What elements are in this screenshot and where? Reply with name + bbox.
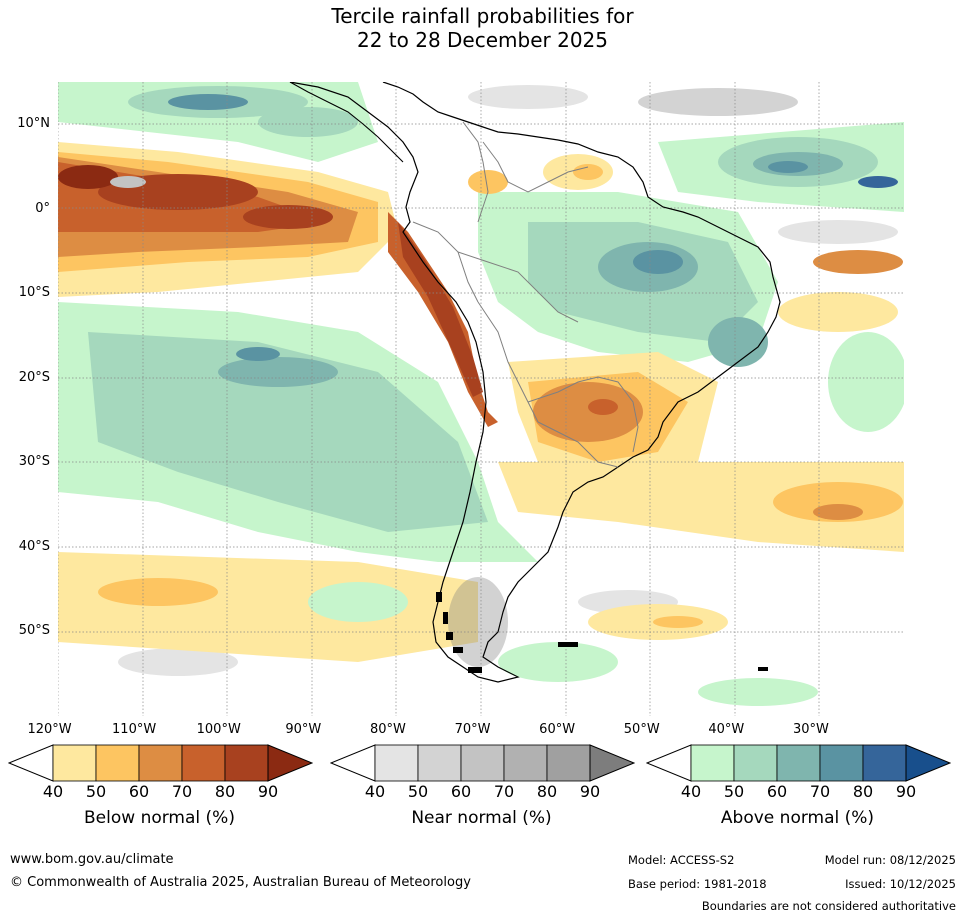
colorbar-tick-label: 60	[128, 782, 150, 801]
colorbar-segment	[374, 744, 419, 782]
longitude-label: 30°W	[792, 722, 829, 737]
colorbar	[646, 744, 951, 782]
colorbar-tick-label: 60	[450, 782, 472, 801]
longitude-label: 50°W	[623, 722, 660, 737]
latitude-label: 40°S	[18, 538, 50, 554]
colorbar-title: Above normal (%)	[720, 808, 875, 828]
model-text: Model: ACCESS-S2	[628, 853, 735, 867]
longitude-label: 90°W	[285, 722, 322, 737]
colorbar-tick-label: 70	[493, 782, 515, 801]
colorbar-title: Below normal (%)	[84, 808, 235, 828]
latitude-label: 20°S	[18, 369, 50, 385]
colorbar-tick-label: 40	[364, 782, 386, 801]
disclaimer-text: Boundaries are not considered authoritat…	[701, 899, 956, 913]
patagonia-islands	[436, 592, 768, 673]
colorbar-tick-label: 90	[579, 782, 601, 801]
colorbar	[8, 744, 313, 782]
colorbar-segment	[733, 744, 778, 782]
colorbar-tick-label: 40	[42, 782, 64, 801]
colorbar-segment	[862, 744, 907, 782]
colorbar-tick-label: 80	[536, 782, 558, 801]
colorbar-tick-label: 70	[809, 782, 831, 801]
colorbar-over-triangle	[267, 744, 313, 782]
colorbar-segment	[138, 744, 183, 782]
model-run-text: Model run: 08/12/2025	[824, 853, 956, 867]
colorbar-segment	[460, 744, 505, 782]
rainfall-probability-map	[58, 82, 904, 716]
probability-field	[58, 82, 904, 706]
longitude-label: 40°W	[708, 722, 745, 737]
colorbar-tick-label: 40	[680, 782, 702, 801]
colorbar-tick-label: 70	[171, 782, 193, 801]
colorbar-tick-label: 50	[407, 782, 429, 801]
colorbar-under-triangle	[646, 744, 692, 782]
base-period-text: Base period: 1981-2018	[628, 877, 767, 891]
longitude-label: 110°W	[112, 722, 157, 737]
colorbar-over-triangle	[589, 744, 635, 782]
colorbar-tick-label: 60	[766, 782, 788, 801]
longitude-label: 80°W	[369, 722, 406, 737]
latitude-label: 50°S	[18, 623, 50, 639]
colorbar-tick-label: 80	[852, 782, 874, 801]
colorbar-segment	[224, 744, 269, 782]
latitude-label: 0°	[35, 200, 50, 216]
longitude-label: 120°W	[27, 722, 72, 737]
colorbar-over-triangle	[905, 744, 951, 782]
colorbar-tick-label: 50	[723, 782, 745, 801]
colorbar-tick-label: 50	[85, 782, 107, 801]
title-line-1: Tercile rainfall probabilities for	[331, 4, 634, 28]
colorbar-segment	[95, 744, 140, 782]
colorbar-under-triangle	[330, 744, 376, 782]
colorbar	[330, 744, 635, 782]
colorbar-segment	[181, 744, 226, 782]
longitude-label: 60°W	[539, 722, 576, 737]
colorbar-title: Near normal (%)	[411, 808, 552, 828]
colorbar-tick-label: 80	[214, 782, 236, 801]
colorbar-tick-label: 90	[895, 782, 917, 801]
south-america-coastline	[289, 82, 781, 683]
issued-text: Issued: 10/12/2025	[845, 877, 956, 891]
central-america-coastline	[289, 82, 404, 163]
copyright-text: © Commonwealth of Australia 2025, Austra…	[10, 875, 471, 890]
colorbar-segment	[690, 744, 735, 782]
longitude-label: 100°W	[196, 722, 241, 737]
colorbar-segment	[776, 744, 821, 782]
title-line-2: 22 to 28 December 2025	[356, 28, 608, 52]
latitude-label: 10°S	[18, 285, 50, 301]
latitude-label: 10°N	[17, 116, 50, 132]
colorbar-tick-label: 90	[257, 782, 279, 801]
graticule	[58, 82, 904, 716]
colorbar-segment	[819, 744, 864, 782]
colorbar-segment	[417, 744, 462, 782]
latitude-label: 30°S	[18, 454, 50, 470]
colorbar-under-triangle	[8, 744, 54, 782]
colorbar-segment	[52, 744, 97, 782]
website-text: www.bom.gov.au/climate	[10, 852, 174, 867]
colorbar-segment	[503, 744, 548, 782]
map-title: Tercile rainfall probabilities for 22 to…	[0, 4, 965, 52]
colorbar-segment	[546, 744, 591, 782]
country-borders	[412, 121, 639, 468]
longitude-label: 70°W	[454, 722, 491, 737]
